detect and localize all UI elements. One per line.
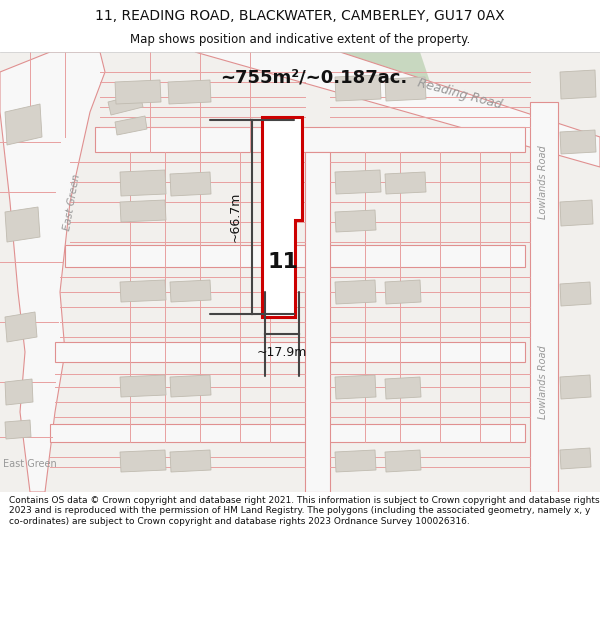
Text: Lowlands Road: Lowlands Road bbox=[538, 345, 548, 419]
Polygon shape bbox=[170, 172, 211, 196]
Polygon shape bbox=[170, 280, 211, 302]
Polygon shape bbox=[335, 170, 381, 194]
Polygon shape bbox=[335, 280, 376, 304]
Polygon shape bbox=[115, 80, 161, 104]
Text: 11, READING ROAD, BLACKWATER, CAMBERLEY, GU17 0AX: 11, READING ROAD, BLACKWATER, CAMBERLEY,… bbox=[95, 9, 505, 22]
Polygon shape bbox=[530, 102, 558, 492]
Polygon shape bbox=[195, 52, 600, 167]
Polygon shape bbox=[5, 312, 37, 342]
Polygon shape bbox=[120, 200, 166, 222]
Bar bbox=[65, 245, 525, 267]
Bar bbox=[50, 424, 525, 442]
Polygon shape bbox=[120, 170, 166, 196]
Polygon shape bbox=[168, 80, 211, 104]
Polygon shape bbox=[108, 94, 143, 115]
Polygon shape bbox=[262, 117, 302, 317]
Polygon shape bbox=[385, 172, 426, 194]
Text: Contains OS data © Crown copyright and database right 2021. This information is : Contains OS data © Crown copyright and d… bbox=[9, 496, 599, 526]
Polygon shape bbox=[560, 130, 596, 154]
Polygon shape bbox=[5, 379, 33, 405]
Text: 11: 11 bbox=[268, 252, 299, 272]
Polygon shape bbox=[5, 104, 42, 145]
Polygon shape bbox=[335, 450, 376, 472]
Polygon shape bbox=[560, 448, 591, 469]
Polygon shape bbox=[120, 375, 166, 397]
Text: ~755m²/~0.187ac.: ~755m²/~0.187ac. bbox=[220, 68, 407, 86]
Polygon shape bbox=[170, 450, 211, 472]
Polygon shape bbox=[170, 375, 211, 397]
Text: ~17.9m: ~17.9m bbox=[257, 346, 307, 359]
Text: Lowlands Road: Lowlands Road bbox=[538, 145, 548, 219]
Polygon shape bbox=[385, 77, 426, 101]
Bar bbox=[55, 342, 525, 362]
Text: Map shows position and indicative extent of the property.: Map shows position and indicative extent… bbox=[130, 32, 470, 46]
Polygon shape bbox=[335, 375, 376, 399]
Polygon shape bbox=[115, 116, 147, 135]
Polygon shape bbox=[560, 282, 591, 306]
Polygon shape bbox=[335, 210, 376, 232]
Polygon shape bbox=[335, 75, 381, 101]
Polygon shape bbox=[120, 450, 166, 472]
Polygon shape bbox=[0, 52, 105, 492]
Text: East Green: East Green bbox=[62, 173, 82, 231]
Polygon shape bbox=[340, 52, 430, 87]
Text: Reading Road: Reading Road bbox=[416, 76, 503, 111]
Polygon shape bbox=[120, 280, 166, 302]
Text: East Green: East Green bbox=[3, 459, 57, 469]
Polygon shape bbox=[5, 420, 31, 439]
Bar bbox=[95, 127, 525, 152]
Text: ~66.7m: ~66.7m bbox=[229, 192, 241, 242]
Polygon shape bbox=[560, 375, 591, 399]
Polygon shape bbox=[385, 280, 421, 304]
Bar bbox=[305, 152, 330, 492]
Polygon shape bbox=[385, 377, 421, 399]
Polygon shape bbox=[385, 450, 421, 472]
Polygon shape bbox=[560, 200, 593, 226]
Polygon shape bbox=[560, 70, 596, 99]
Polygon shape bbox=[5, 207, 40, 242]
